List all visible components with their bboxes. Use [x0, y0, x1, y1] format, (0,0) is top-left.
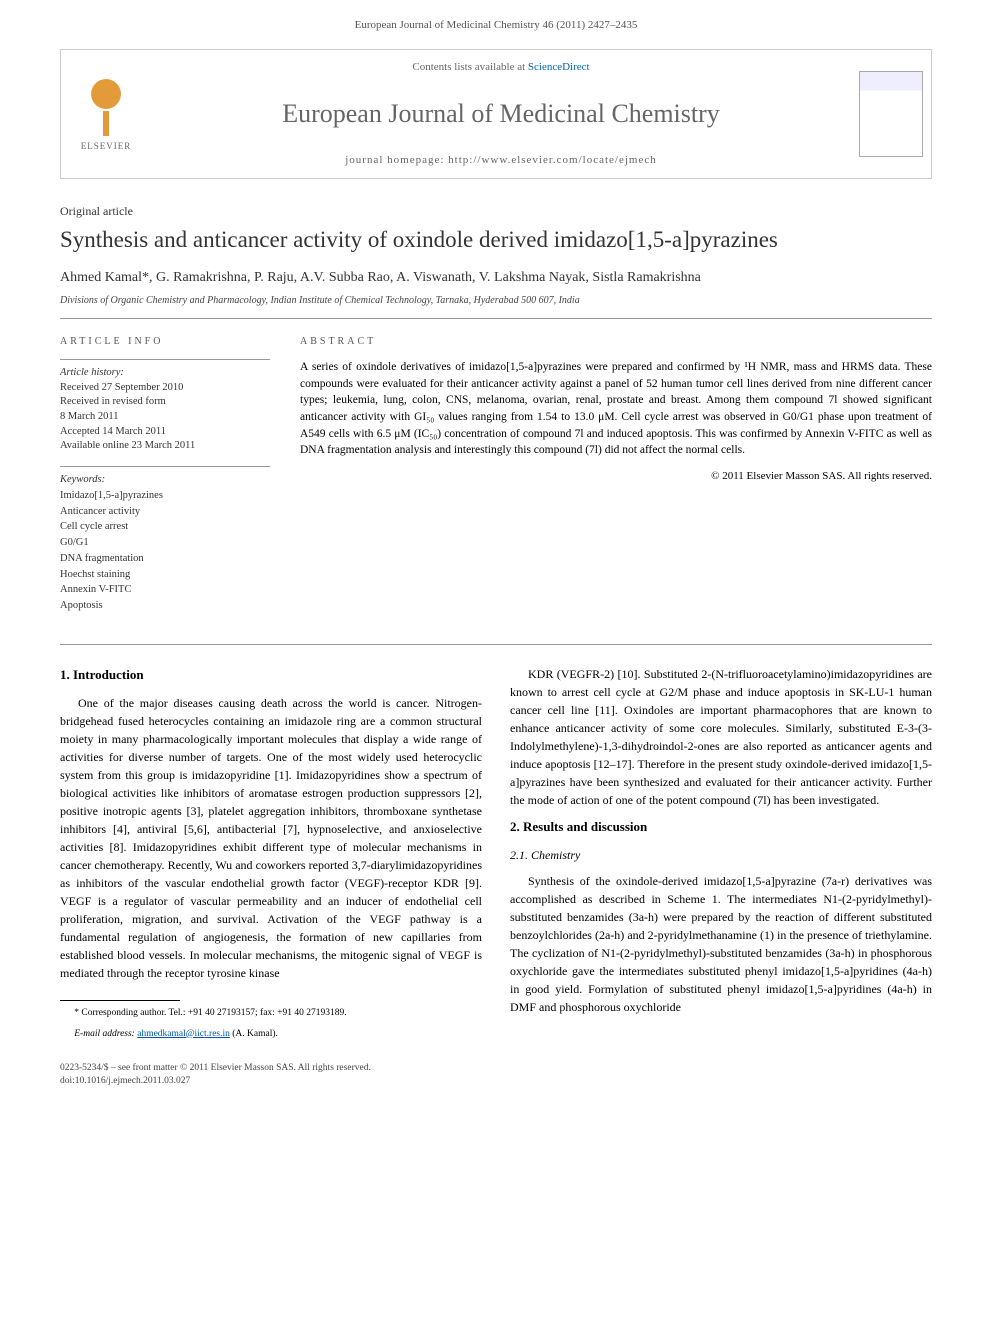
- history-line: Received 27 September 2010: [60, 381, 270, 396]
- contents-line: Contents lists available at ScienceDirec…: [151, 60, 851, 75]
- section-heading-introduction: 1. Introduction: [60, 665, 482, 685]
- abstract-copyright: © 2011 Elsevier Masson SAS. All rights r…: [300, 469, 932, 484]
- keywords-label: Keywords:: [60, 474, 105, 485]
- footer: 0223-5234/$ – see front matter © 2011 El…: [60, 1062, 932, 1089]
- keywords-block: Keywords: Imidazo[1,5-a]pyrazines Antica…: [60, 466, 270, 614]
- history-line: Accepted 14 March 2011: [60, 425, 270, 440]
- footnote-rule: [60, 1000, 180, 1001]
- elsevier-tree-icon: [81, 76, 131, 136]
- subsection-heading-chemistry: 2.1. Chemistry: [510, 846, 932, 864]
- body-columns: 1. Introduction One of the major disease…: [60, 665, 932, 1048]
- paragraph: Synthesis of the oxindole-derived imidaz…: [510, 872, 932, 1016]
- keyword: DNA fragmentation: [60, 551, 270, 567]
- keyword: Annexin V-FITC: [60, 582, 270, 598]
- paragraph: KDR (VEGFR-2) [10]. Substituted 2-(N-tri…: [510, 665, 932, 809]
- history-label: Article history:: [60, 367, 124, 378]
- keyword: G0/G1: [60, 535, 270, 551]
- corresponding-author-footnote: * Corresponding author. Tel.: +91 40 271…: [60, 1007, 482, 1019]
- body-column-right: KDR (VEGFR-2) [10]. Substituted 2-(N-tri…: [510, 665, 932, 1048]
- history-line: Available online 23 March 2011: [60, 439, 270, 454]
- email-link[interactable]: ahmedkamal@iict.res.in: [137, 1029, 230, 1039]
- article-type: Original article: [60, 203, 932, 220]
- elsevier-logo: ELSEVIER: [61, 50, 151, 178]
- abstract-text: A series of oxindole derivatives of imid…: [300, 359, 932, 459]
- footer-doi: doi:10.1016/j.ejmech.2011.03.027: [60, 1075, 932, 1088]
- abstract-heading: ABSTRACT: [300, 335, 932, 349]
- article-title: Synthesis and anticancer activity of oxi…: [60, 224, 932, 256]
- keyword: Anticancer activity: [60, 504, 270, 520]
- divider: [60, 318, 932, 319]
- keyword: Imidazo[1,5-a]pyrazines: [60, 488, 270, 504]
- contents-prefix: Contents lists available at: [412, 61, 527, 73]
- journal-center: Contents lists available at ScienceDirec…: [151, 50, 851, 178]
- article-info-heading: ARTICLE INFO: [60, 335, 270, 349]
- divider: [60, 644, 932, 645]
- journal-cover: [851, 50, 931, 178]
- email-footnote: E-mail address: ahmedkamal@iict.res.in (…: [60, 1028, 482, 1040]
- sciencedirect-link[interactable]: ScienceDirect: [528, 61, 590, 73]
- article-history-block: Article history: Received 27 September 2…: [60, 359, 270, 454]
- elsevier-label: ELSEVIER: [81, 140, 132, 153]
- authors-line: Ahmed Kamal*, G. Ramakrishna, P. Raju, A…: [60, 268, 932, 288]
- journal-masthead: ELSEVIER Contents lists available at Sci…: [60, 49, 932, 179]
- affiliation: Divisions of Organic Chemistry and Pharm…: [60, 294, 932, 308]
- abstract-column: ABSTRACT A series of oxindole derivative…: [300, 335, 932, 626]
- history-line: Received in revised form: [60, 395, 270, 410]
- homepage-prefix: journal homepage:: [345, 154, 448, 166]
- homepage-url[interactable]: http://www.elsevier.com/locate/ejmech: [448, 154, 657, 166]
- paragraph: One of the major diseases causing death …: [60, 694, 482, 982]
- section-heading-results: 2. Results and discussion: [510, 817, 932, 837]
- email-label: E-mail address:: [74, 1029, 137, 1039]
- footer-front-matter: 0223-5234/$ – see front matter © 2011 El…: [60, 1062, 932, 1075]
- keyword: Hoechst staining: [60, 567, 270, 583]
- homepage-line: journal homepage: http://www.elsevier.co…: [151, 153, 851, 168]
- cover-thumbnail-icon: [859, 71, 923, 157]
- email-suffix: (A. Kamal).: [230, 1029, 278, 1039]
- info-abstract-row: ARTICLE INFO Article history: Received 2…: [60, 325, 932, 638]
- journal-name: European Journal of Medicinal Chemistry: [151, 96, 851, 132]
- keyword: Apoptosis: [60, 598, 270, 614]
- keyword: Cell cycle arrest: [60, 519, 270, 535]
- running-header: European Journal of Medicinal Chemistry …: [0, 0, 992, 43]
- body-column-left: 1. Introduction One of the major disease…: [60, 665, 482, 1048]
- history-line: 8 March 2011: [60, 410, 270, 425]
- article-info-column: ARTICLE INFO Article history: Received 2…: [60, 335, 270, 626]
